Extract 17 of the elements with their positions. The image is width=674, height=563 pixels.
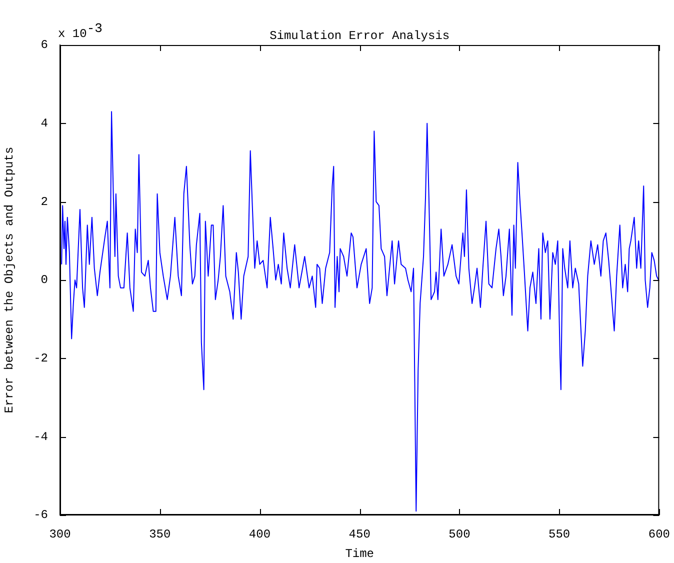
x-tick-label: 350 — [149, 527, 171, 542]
y-tick-label: 2 — [40, 194, 48, 209]
y-tick-label: 0 — [40, 273, 48, 288]
x-tick-label: 300 — [49, 527, 71, 542]
x-tick-label: 450 — [348, 527, 370, 542]
y-tick-label: -2 — [34, 352, 48, 366]
y-axis-title: Error between the Objects and Outputs — [2, 146, 16, 414]
x-tick-label: 600 — [648, 527, 670, 542]
x-tick-label: 550 — [548, 527, 570, 542]
y-tick-label: 6 — [40, 38, 48, 52]
x-axis-title: Time — [345, 546, 374, 561]
y-tick-label: 4 — [40, 116, 48, 131]
y-tick-label: -6 — [34, 508, 48, 522]
chart-title: Simulation Error Analysis — [270, 29, 450, 43]
y-tick-label: -4 — [34, 430, 48, 444]
x-tick-label: 500 — [448, 527, 470, 542]
x-tick-label: 400 — [248, 527, 271, 542]
